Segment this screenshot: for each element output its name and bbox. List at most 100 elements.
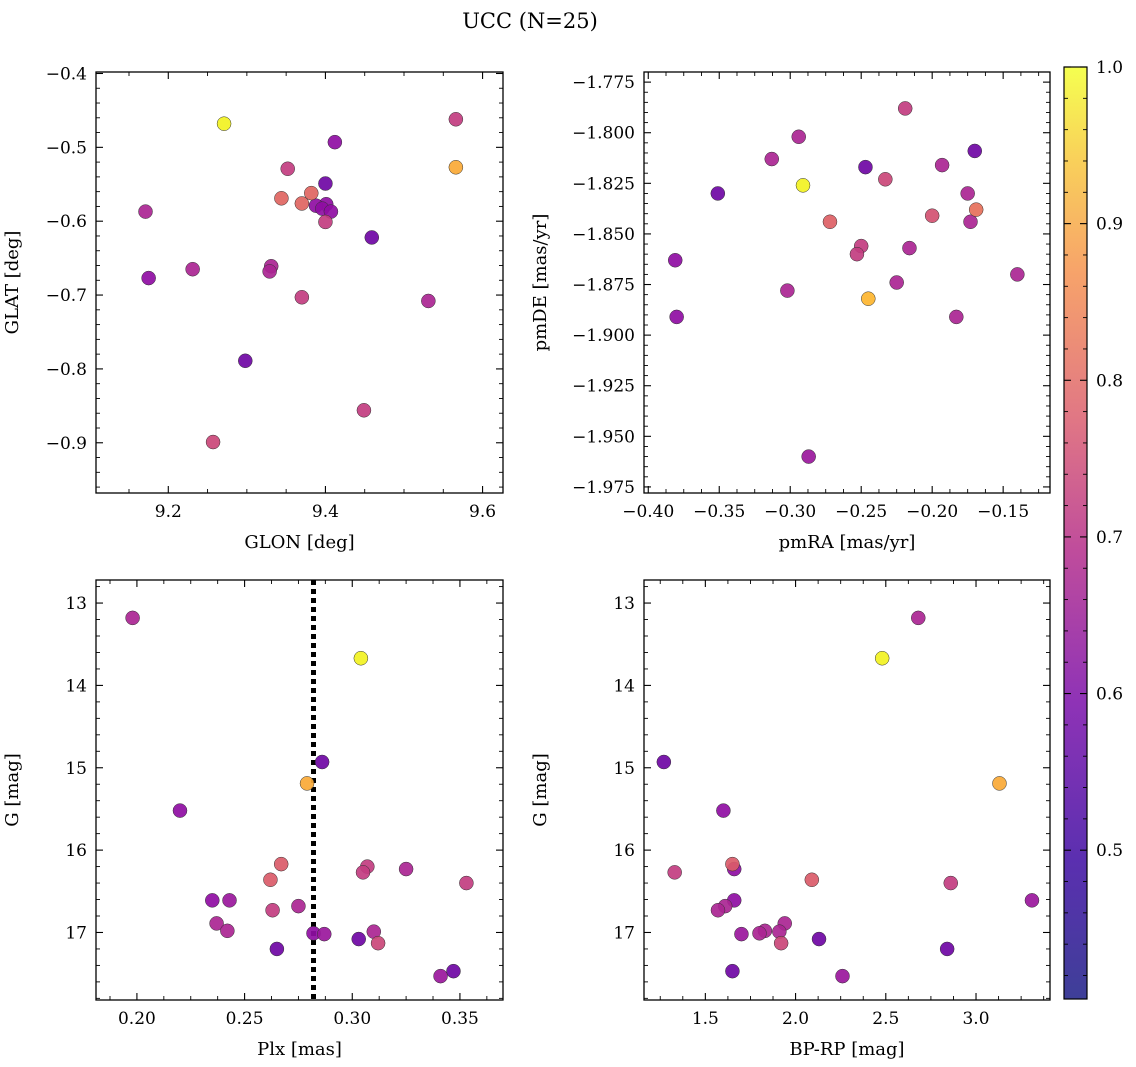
x-tick-label: −0.15 bbox=[977, 502, 1029, 522]
y-tick-label: −0.9 bbox=[46, 434, 87, 454]
scatter-point bbox=[939, 941, 955, 957]
y-tick-label: 15 bbox=[613, 759, 635, 779]
scatter-point bbox=[811, 931, 827, 947]
scatter-point bbox=[370, 935, 386, 951]
scatter-point bbox=[911, 610, 926, 626]
y-axis-label: G [mag] bbox=[530, 753, 551, 826]
scatter-point bbox=[878, 172, 893, 187]
scatter-point bbox=[764, 151, 780, 167]
y-tick-label: 16 bbox=[613, 841, 635, 861]
scatter-point bbox=[185, 261, 200, 277]
y-tick-label: −1.900 bbox=[572, 326, 635, 346]
scatter-point bbox=[656, 754, 672, 770]
x-axis-label: Plx [mas] bbox=[257, 1039, 342, 1060]
colorbar-tick-label: 0.8 bbox=[1096, 371, 1123, 391]
y-tick-label: 17 bbox=[613, 923, 635, 943]
y-tick-label: 16 bbox=[65, 841, 87, 861]
x-tick-label: 0.20 bbox=[118, 1009, 156, 1029]
scatter-point bbox=[780, 283, 795, 298]
y-tick-label: −1.950 bbox=[572, 427, 635, 447]
scatter-point bbox=[822, 214, 838, 230]
y-tick-label: −1.775 bbox=[572, 73, 635, 93]
colorbar: 0.5 0.6 0.7 0.8 0.9 1.0 bbox=[1063, 58, 1123, 1000]
scatter-point bbox=[327, 134, 343, 150]
scatter-point bbox=[172, 803, 188, 818]
scatter-point bbox=[274, 191, 289, 206]
scatter-point bbox=[209, 916, 224, 931]
colorbar-tick-label: 0.6 bbox=[1096, 685, 1123, 705]
scatter-point bbox=[269, 941, 285, 957]
scatter-point bbox=[280, 161, 295, 177]
colorbar-gradient bbox=[1063, 66, 1088, 1000]
scatter-point bbox=[263, 872, 278, 888]
scatter-point bbox=[294, 196, 310, 211]
scatter-point bbox=[773, 935, 789, 951]
scatter-point bbox=[902, 240, 917, 256]
x-tick-label: 0.30 bbox=[333, 1009, 371, 1029]
scatter-point bbox=[849, 246, 865, 262]
colorbar-tick-label: 0.7 bbox=[1096, 528, 1123, 548]
colorbar-tick-label: 0.9 bbox=[1096, 215, 1123, 235]
scatter-point bbox=[125, 610, 140, 626]
scatter-point bbox=[265, 902, 280, 918]
figure-title: UCC (N=25) bbox=[462, 9, 598, 33]
scatter-point bbox=[205, 893, 220, 908]
y-tick-label: −1.975 bbox=[572, 478, 635, 498]
scatter-point bbox=[967, 143, 983, 159]
x-axis-label: GLON [deg] bbox=[244, 532, 354, 553]
scatter-point bbox=[934, 157, 950, 173]
x-tick-label: 3.0 bbox=[962, 1009, 989, 1029]
y-tick-label: −1.825 bbox=[572, 174, 635, 194]
x-tick-label: 9.2 bbox=[155, 502, 182, 522]
scatter-point bbox=[364, 230, 380, 245]
scatter-point bbox=[667, 865, 682, 880]
axes-frame bbox=[643, 579, 1051, 1001]
x-tick-label: −0.35 bbox=[693, 502, 745, 522]
scatter-point bbox=[669, 309, 684, 325]
panel-bprp-g: 1.5 2.0 2.5 3.0 13 14 15 16 17 BP-RP [mag] G [mag] bbox=[530, 579, 1051, 1060]
y-tick-label: 15 bbox=[65, 759, 87, 779]
scatter-point bbox=[963, 214, 978, 230]
scatter-point bbox=[725, 856, 740, 872]
y-tick-label: 13 bbox=[613, 594, 635, 614]
scatter-point bbox=[141, 270, 156, 286]
scatter-point bbox=[943, 875, 959, 891]
y-tick-label: −0.7 bbox=[46, 286, 87, 306]
x-axis-label: pmRA [mas/yr] bbox=[779, 532, 916, 553]
scatter-point bbox=[459, 875, 474, 891]
y-axis-label: GLAT [deg] bbox=[2, 231, 23, 335]
scatter-point bbox=[858, 159, 873, 175]
x-tick-label: 2.5 bbox=[872, 1009, 899, 1029]
scatter-point bbox=[710, 902, 726, 918]
scatter-point bbox=[924, 208, 940, 223]
scatter-point bbox=[734, 926, 749, 942]
scatter-point bbox=[992, 776, 1007, 791]
scatter-point bbox=[299, 776, 315, 791]
scatter-point bbox=[351, 931, 366, 947]
scatter-point bbox=[725, 963, 740, 979]
scatter-point bbox=[318, 176, 333, 191]
scatter-point bbox=[238, 353, 253, 369]
scatter-point bbox=[220, 923, 235, 939]
scatter-point bbox=[318, 214, 333, 230]
y-tick-label: −0.4 bbox=[46, 64, 87, 84]
scatter-point bbox=[716, 803, 731, 818]
scatter-point bbox=[968, 202, 984, 217]
scatter-point bbox=[1010, 267, 1025, 282]
x-tick-label: 2.0 bbox=[782, 1009, 809, 1029]
y-tick-label: 14 bbox=[613, 676, 635, 696]
x-tick-label: 1.5 bbox=[692, 1009, 719, 1029]
x-tick-label: 9.6 bbox=[469, 502, 496, 522]
scatter-point bbox=[448, 112, 464, 127]
scatter-point bbox=[835, 968, 850, 984]
scatter-point bbox=[949, 309, 964, 325]
scatter-point bbox=[897, 101, 913, 116]
scatter-point bbox=[262, 264, 277, 279]
colorbar-tick-label: 1.0 bbox=[1096, 58, 1123, 78]
x-tick-label: 0.25 bbox=[226, 1009, 264, 1029]
scatter-point bbox=[304, 185, 319, 201]
scatter-point bbox=[804, 872, 820, 888]
panel-glon-glat: 9.2 9.4 9.6 −0.9 −0.8 −0.7 −0.6 −0.5 −0.4 GLON [d… bbox=[2, 64, 504, 553]
scatter-point bbox=[791, 129, 806, 145]
scatter-point bbox=[273, 856, 289, 872]
